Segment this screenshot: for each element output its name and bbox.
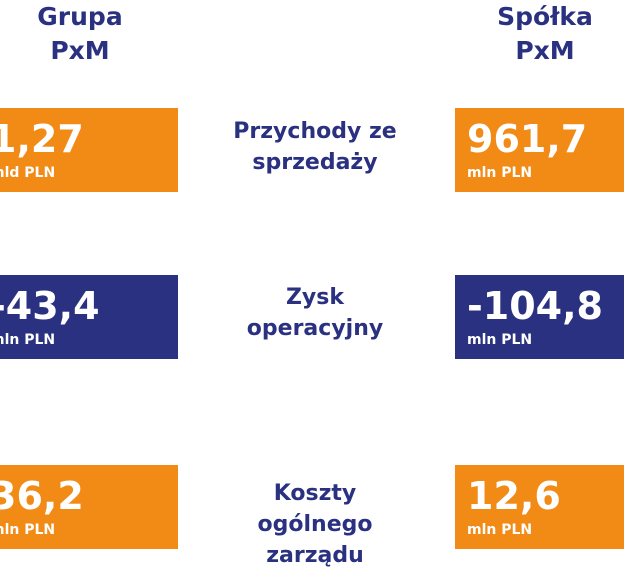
header-spolka: Spółka PxM <box>465 0 624 68</box>
revenue-spolka-value: 961,7 <box>467 117 588 161</box>
revenue-label: Przychody ze sprzedaży <box>200 116 430 178</box>
general-costs-label: Koszty ogólnego zarządu <box>200 478 430 571</box>
general-costs-label-line3: zarządu <box>266 543 364 568</box>
general-costs-spolka-unit: mln PLN <box>467 522 533 538</box>
operating-profit-spolka-value: -104,8 <box>467 284 603 328</box>
operating-profit-spolka-unit: mln PLN <box>467 332 533 348</box>
operating-profit-grupa-box: -43,4 mln PLN <box>0 275 178 359</box>
operating-profit-label-line2: operacyjny <box>246 316 384 341</box>
operating-profit-label-line1: Zysk <box>285 285 345 310</box>
operating-profit-grupa-unit: mln PLN <box>0 332 56 348</box>
revenue-spolka-unit: mln PLN <box>467 165 533 181</box>
operating-profit-spolka-box: -104,8 mln PLN <box>455 275 624 359</box>
general-costs-grupa-value: 36,2 <box>0 474 84 518</box>
revenue-grupa-value: 1,27 <box>0 117 84 161</box>
operating-profit-grupa-value: -43,4 <box>0 284 100 328</box>
operating-profit-label: Zysk operacyjny <box>200 282 430 344</box>
header-grupa: Grupa PxM <box>0 0 160 68</box>
header-grupa-line1: Grupa <box>37 2 123 31</box>
general-costs-grupa-box: 36,2 mln PLN <box>0 465 178 549</box>
general-costs-spolka-value: 12,6 <box>467 474 561 518</box>
revenue-spolka-box: 961,7 mln PLN <box>455 108 624 192</box>
header-spolka-line2: PxM <box>515 36 575 65</box>
revenue-label-line2: sprzedaży <box>252 150 378 175</box>
general-costs-label-line2: ogólnego <box>257 512 373 537</box>
general-costs-spolka-box: 12,6 mln PLN <box>455 465 624 549</box>
revenue-grupa-box: 1,27 mld PLN <box>0 108 178 192</box>
revenue-grupa-unit: mld PLN <box>0 165 56 181</box>
header-spolka-line1: Spółka <box>497 2 593 31</box>
general-costs-grupa-unit: mln PLN <box>0 522 56 538</box>
revenue-label-line1: Przychody ze <box>233 119 397 144</box>
header-grupa-line2: PxM <box>50 36 110 65</box>
general-costs-label-line1: Koszty <box>273 481 357 506</box>
